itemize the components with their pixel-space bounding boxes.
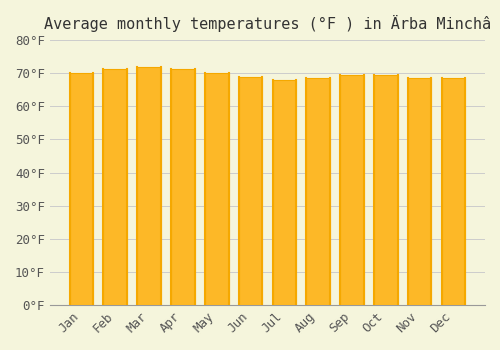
Bar bbox=[374, 75, 398, 305]
Bar bbox=[238, 77, 262, 305]
Bar bbox=[408, 78, 432, 305]
Bar bbox=[171, 69, 194, 305]
Title: Average monthly temperatures (°F ) in Ärba Minchâ: Average monthly temperatures (°F ) in Är… bbox=[44, 15, 491, 32]
Bar bbox=[104, 69, 127, 305]
Bar bbox=[205, 73, 229, 305]
Bar bbox=[306, 78, 330, 305]
Bar bbox=[272, 80, 296, 305]
Bar bbox=[340, 75, 364, 305]
Bar bbox=[442, 78, 465, 305]
Bar bbox=[138, 66, 161, 305]
Bar bbox=[70, 73, 94, 305]
